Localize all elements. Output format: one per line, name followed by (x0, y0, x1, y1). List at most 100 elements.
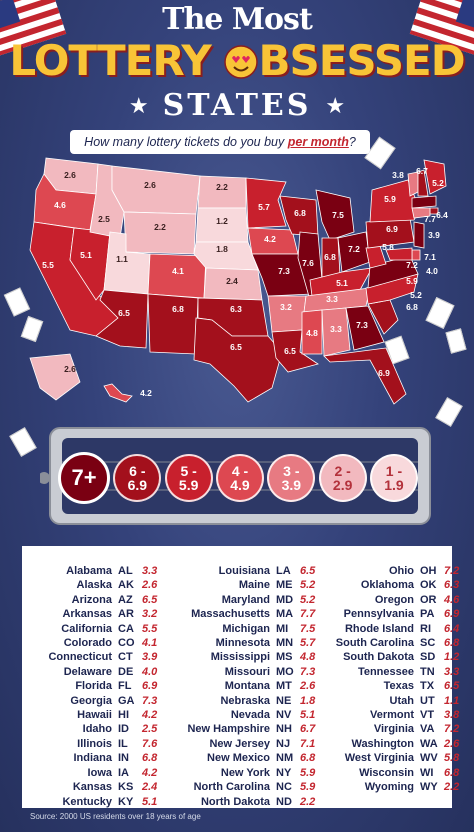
table-row: Pennsylvania PA 6.9 (312, 607, 472, 621)
state-value-label: 6.8 (406, 302, 418, 312)
state-value: 5.9 (300, 781, 316, 794)
table-row: Florida FL 6.9 (22, 679, 170, 693)
star-icon: ★ (325, 92, 346, 118)
title-word-states: STATES (162, 88, 312, 123)
state-abbr: NH (276, 723, 292, 736)
state-shape-tx (193, 317, 283, 403)
table-row: Iowa IA 4.2 (22, 766, 170, 780)
state-value-label: 2.5 (98, 214, 110, 224)
state-value: 6.8 (300, 752, 316, 765)
survey-question: How many lottery tickets do you buy per … (70, 130, 370, 154)
table-column: Ohio OH 7.2 Oklahoma OK 6.3 Oregon OR 4.6 Pennsyl… (312, 564, 472, 795)
state-value: 7.6 (142, 737, 158, 750)
state-abbr: PA (420, 608, 435, 621)
state-value: 5.2 (300, 593, 316, 606)
state-name: Maine (238, 579, 270, 592)
state-shape-ak (29, 353, 81, 401)
table-row: Tennessee TN 3.3 (312, 665, 472, 679)
state-name: Virginia (373, 723, 414, 736)
state-name: North Carolina (193, 781, 270, 794)
state-abbr: MN (276, 637, 294, 650)
state-abbr: WA (420, 737, 438, 750)
state-value-label: 3.2 (280, 302, 292, 312)
table-row: Massachusetts MA 7.7 (162, 607, 328, 621)
state-shape-me (423, 159, 447, 195)
state-value-label: 1.2 (216, 216, 228, 226)
state-value-label: 7.5 (332, 210, 344, 220)
state-value: 4.2 (142, 766, 158, 779)
table-row: Indiana IN 6.8 (22, 751, 170, 765)
state-value-label: 5.5 (42, 260, 54, 270)
state-abbr: RI (420, 622, 431, 635)
state-value: 6.8 (444, 637, 460, 650)
state-value-label: 6.5 (284, 346, 296, 356)
state-abbr: MI (276, 622, 289, 635)
state-value-label: 2.6 (144, 180, 156, 190)
table-row: Texas TX 6.5 (312, 679, 472, 693)
state-value-label: 2.2 (154, 222, 166, 232)
state-name: Oregon (374, 593, 414, 606)
state-abbr: OH (420, 565, 437, 577)
state-name: Wisconsin (359, 766, 414, 779)
state-abbr: AR (118, 608, 134, 621)
state-name: Maryland (221, 593, 270, 606)
state-name: South Carolina (335, 637, 414, 650)
state-value: 1.1 (444, 694, 460, 707)
state-value-label: 5.1 (336, 278, 348, 288)
us-choropleth-map: 2.6 4.6 5.5 5.1 2.5 2.6 2.2 1.1 4.1 6.5 6.8 2.2 1.2 1… (29, 157, 448, 405)
star-icon: ★ (128, 92, 149, 118)
legend-chip-low: 6 - (129, 463, 146, 479)
state-name: Nevada (230, 709, 270, 722)
state-abbr: TX (420, 680, 435, 693)
color-legend: 7+ 6 -6.9 5 -5.9 4 -4.9 3 -3.9 2 -2.9 1 -1.9 (58, 450, 418, 506)
state-name: South Dakota (343, 651, 414, 664)
table-row: New Hampshire NH 6.7 (162, 722, 328, 736)
state-value-label: 5.9 (384, 194, 396, 204)
state-value: 6.5 (142, 593, 158, 606)
state-name: New York (220, 766, 270, 779)
state-value-label: 5.7 (258, 202, 270, 212)
state-name: Pennsylvania (343, 608, 414, 621)
state-value-label: 3.9 (428, 230, 440, 240)
state-value: 2.2 (300, 795, 316, 808)
state-shape-ms (301, 309, 323, 355)
table-row: Illinois IL 7.6 (22, 737, 170, 751)
state-shape-nj (413, 221, 425, 249)
table-row: Wyoming WY 2.2 (312, 780, 472, 794)
state-abbr: SC (420, 637, 436, 650)
state-value: 6.3 (444, 579, 460, 592)
state-value: 2.4 (142, 781, 158, 794)
state-value: 5.8 (444, 752, 460, 765)
table-row: New Jersey NJ 7.1 (162, 737, 328, 751)
state-abbr: NY (276, 766, 292, 779)
state-value: 3.9 (142, 651, 158, 664)
state-value: 4.2 (142, 709, 158, 722)
state-value-label: 2.6 (64, 364, 76, 374)
state-value: 4.1 (142, 637, 158, 650)
state-name: Indiana (73, 752, 112, 765)
table-row: Connecticut CT 3.9 (22, 650, 170, 664)
state-value: 5.9 (300, 766, 316, 779)
legend-chip-high: 2.9 (332, 477, 353, 493)
state-value: 4.6 (444, 593, 460, 606)
question-mark: ? (348, 135, 356, 149)
state-abbr: MS (276, 651, 293, 664)
table-row: Oklahoma OK 6.3 (312, 578, 472, 592)
state-name: Arkansas (62, 608, 112, 621)
state-value: 2.2 (444, 781, 460, 794)
table-row: Louisiana LA 6.5 (162, 564, 328, 578)
state-name: Texas (383, 680, 414, 693)
state-value: 6.9 (444, 608, 460, 621)
state-abbr: VA (420, 723, 435, 736)
state-data-table: Alabama AL 3.3 Alaska AK 2.6 Arizona AZ 6.5 Arkan… (22, 546, 459, 808)
state-abbr: ME (276, 579, 293, 592)
table-row: Idaho ID 2.5 (22, 722, 170, 736)
table-row: Arkansas AR 3.2 (22, 607, 170, 621)
state-value-label: 7.6 (302, 258, 314, 268)
title-word-lottery: LOTTERY (9, 36, 211, 85)
state-abbr: AL (118, 565, 133, 577)
state-value-label: 6.5 (118, 308, 130, 318)
state-abbr: SD (420, 651, 436, 664)
state-value: 6.8 (444, 766, 460, 779)
state-shape-nd (197, 175, 247, 209)
